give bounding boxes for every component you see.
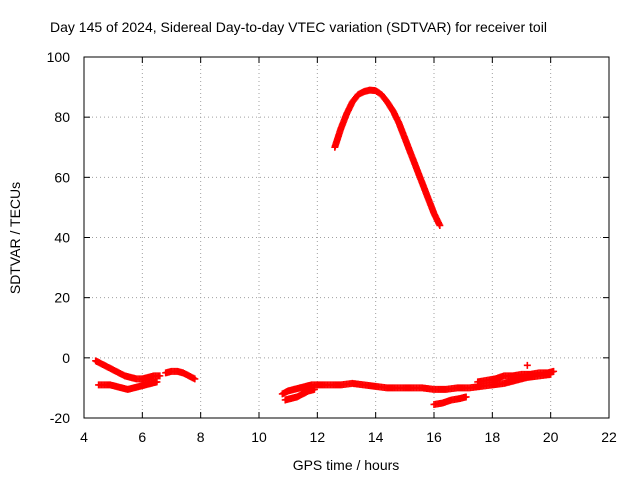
x-tick-label: 4 bbox=[80, 429, 88, 445]
y-tick-label: 40 bbox=[54, 230, 70, 246]
x-tick-label: 10 bbox=[251, 429, 267, 445]
x-tick-label: 16 bbox=[426, 429, 442, 445]
data-point bbox=[550, 367, 558, 375]
data-point bbox=[462, 393, 470, 401]
data-point bbox=[156, 372, 164, 380]
data-point bbox=[523, 361, 531, 369]
x-tick-label: 14 bbox=[368, 429, 384, 445]
x-tick-label: 12 bbox=[310, 429, 326, 445]
y-tick-label: 0 bbox=[62, 350, 70, 366]
x-tick-label: 8 bbox=[197, 429, 205, 445]
data-point bbox=[436, 221, 444, 229]
y-tick-label: 20 bbox=[54, 290, 70, 306]
y-tick-label: 100 bbox=[47, 49, 71, 65]
chart-title: Day 145 of 2024, Sidereal Day-to-day VTE… bbox=[50, 19, 547, 35]
data-point bbox=[153, 378, 161, 386]
x-tick-label: 22 bbox=[601, 429, 617, 445]
y-tick-label: -20 bbox=[50, 410, 70, 426]
x-tick-label: 6 bbox=[138, 429, 146, 445]
x-axis-label: GPS time / hours bbox=[293, 457, 400, 473]
data-point bbox=[310, 385, 318, 393]
y-tick-label: 60 bbox=[54, 169, 70, 185]
grid bbox=[84, 57, 609, 418]
axis-ticks: 4 6 8 10 12 14 16 18 20 22 -20 0 20 40 60 80 100 bbox=[47, 49, 617, 445]
y-axis-label: SDTVAR / TECUs bbox=[7, 182, 23, 294]
y-tick-label: 80 bbox=[54, 109, 70, 125]
x-tick-label: 18 bbox=[485, 429, 501, 445]
x-tick-label: 20 bbox=[543, 429, 559, 445]
plot-frame bbox=[83, 56, 610, 419]
data-point bbox=[191, 375, 199, 383]
data-points bbox=[92, 86, 558, 408]
